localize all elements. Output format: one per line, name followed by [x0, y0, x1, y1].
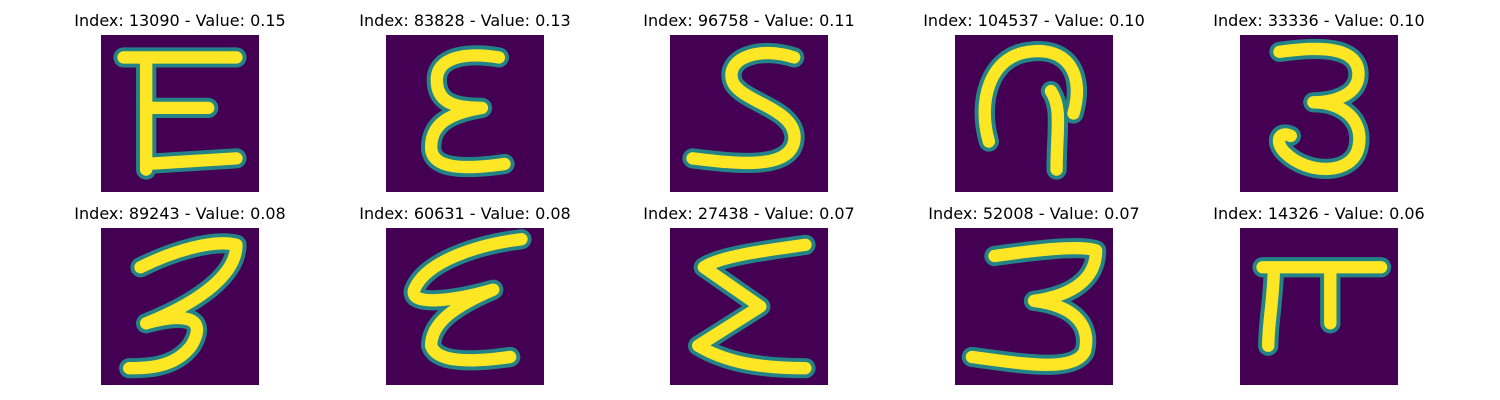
sample-tile: Index: 33336 - Value: 0.10 — [1177, 11, 1461, 201]
sample-title: Index: 13090 - Value: 0.15 — [74, 11, 286, 30]
sample-image — [955, 228, 1113, 385]
sample-image — [386, 35, 544, 192]
sample-image — [101, 228, 259, 385]
sample-title: Index: 96758 - Value: 0.11 — [643, 11, 855, 30]
sample-tile: Index: 13090 - Value: 0.15 — [38, 11, 322, 201]
sample-image — [1240, 228, 1398, 385]
sample-title: Index: 52008 - Value: 0.07 — [928, 204, 1140, 223]
sample-tile: Index: 83828 - Value: 0.13 — [323, 11, 607, 201]
sample-image — [670, 35, 828, 192]
sample-tile: Index: 60631 - Value: 0.08 — [323, 204, 607, 394]
sample-title: Index: 83828 - Value: 0.13 — [359, 11, 571, 30]
sample-tile: Index: 104537 - Value: 0.10 — [892, 11, 1176, 201]
sample-title: Index: 33336 - Value: 0.10 — [1213, 11, 1425, 30]
sample-title: Index: 27438 - Value: 0.07 — [643, 204, 855, 223]
sample-tile: Index: 89243 - Value: 0.08 — [38, 204, 322, 394]
sample-image — [955, 35, 1113, 192]
sample-tile: Index: 14326 - Value: 0.06 — [1177, 204, 1461, 394]
sample-title: Index: 89243 - Value: 0.08 — [74, 204, 286, 223]
sample-image — [670, 228, 828, 385]
sample-tile: Index: 52008 - Value: 0.07 — [892, 204, 1176, 394]
sample-title: Index: 14326 - Value: 0.06 — [1213, 204, 1425, 223]
sample-title: Index: 104537 - Value: 0.10 — [923, 11, 1145, 30]
sample-image — [101, 35, 259, 192]
sample-tile: Index: 27438 - Value: 0.07 — [607, 204, 891, 394]
sample-title: Index: 60631 - Value: 0.08 — [359, 204, 571, 223]
sample-image — [1240, 35, 1398, 192]
sample-image — [386, 228, 544, 385]
sample-tile: Index: 96758 - Value: 0.11 — [607, 11, 891, 201]
